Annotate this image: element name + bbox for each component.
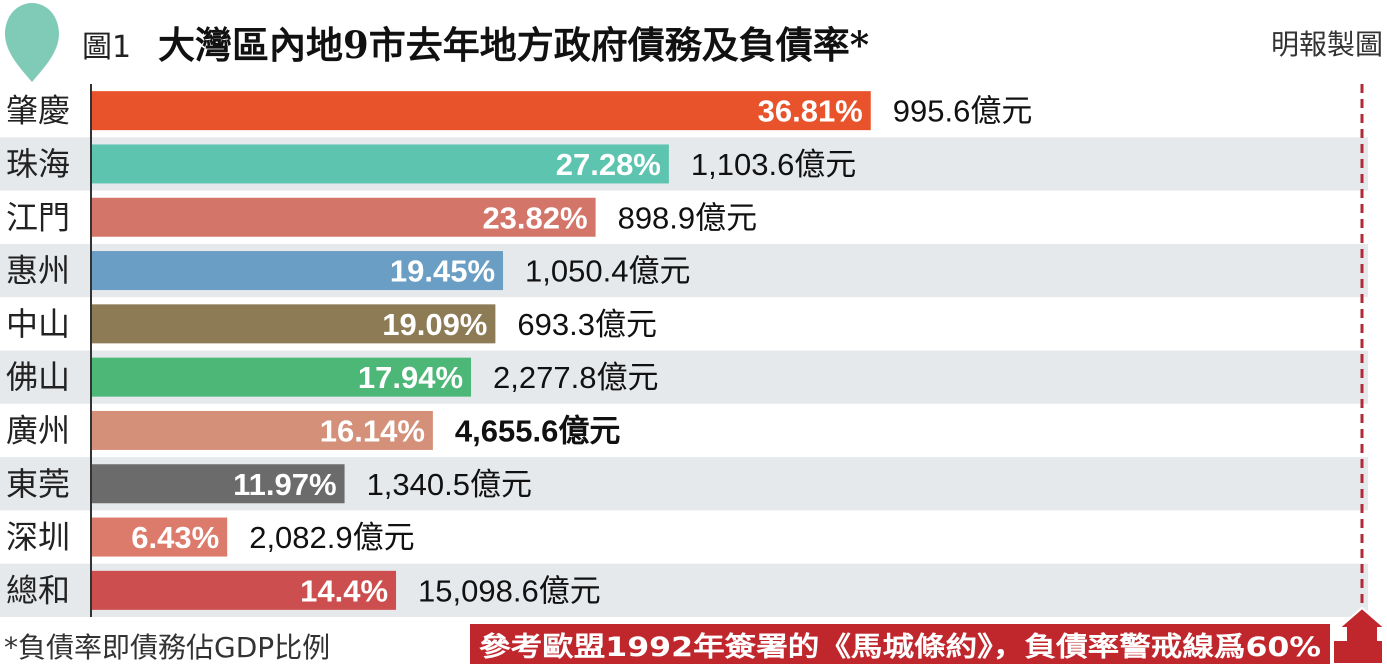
bar (91, 464, 345, 504)
bar (91, 410, 433, 450)
debt-label: 4,655.6億元 (455, 413, 620, 448)
debt-label: 898.9億元 (618, 200, 758, 235)
reference-note-text: 參考歐盟1992年簽署的《馬城條約》，負債率警戒線爲60% (479, 631, 1321, 663)
chart-title: 大灣區內地9市去年地方政府債務及負債率* (158, 23, 869, 67)
category-label: 江門 (6, 198, 70, 236)
debt-label: 1,103.6億元 (691, 147, 856, 182)
category-label: 中山 (6, 305, 70, 343)
debt-label: 995.6億元 (893, 94, 1033, 129)
figure-label: 圖1 (82, 30, 131, 65)
credit-label: 明報製圖 (1271, 28, 1383, 61)
bar-row: 總和 14.4% 15,098.6億元 (0, 563, 1368, 617)
bar-value-label: 27.28% (556, 147, 661, 182)
category-label: 總和 (6, 571, 70, 609)
bar (91, 197, 596, 237)
bar (91, 144, 669, 184)
bar-value-label: 19.09% (382, 307, 487, 342)
bar (91, 251, 504, 291)
header: 圖1 大灣區內地9市去年地方政府債務及負債率* 明報製圖 (5, 3, 1383, 82)
bar-row: 佛山 17.94% 2,277.8億元 (0, 350, 1368, 404)
bar-row: 肇慶 36.81% 995.6億元 (6, 91, 1033, 131)
category-label: 佛山 (6, 358, 70, 396)
reference-note: 參考歐盟1992年簽署的《馬城條約》，負債率警戒線爲60% (470, 624, 1330, 664)
category-label: 珠海 (6, 145, 70, 183)
debt-label: 1,340.5億元 (367, 467, 532, 502)
category-label: 惠州 (6, 252, 70, 290)
bar-row: 深圳 6.43% 2,082.9億元 (6, 517, 415, 557)
bar (91, 570, 397, 610)
bar (91, 357, 472, 397)
bar-value-label: 23.82% (482, 200, 587, 235)
debt-label: 2,277.8億元 (493, 360, 658, 395)
bar-value-label: 6.43% (131, 520, 219, 555)
category-label: 廣州 (6, 411, 70, 449)
bar-value-label: 19.45% (390, 254, 495, 289)
bar-value-label: 36.81% (758, 94, 863, 129)
reference-arrow-icon (1332, 606, 1387, 665)
bar-row: 惠州 19.45% 1,050.4億元 (0, 243, 1368, 298)
debt-label: 2,082.9億元 (249, 520, 414, 555)
bar (91, 91, 871, 131)
bar-value-label: 11.97% (233, 467, 336, 502)
bar-row: 珠海 27.28% 1,103.6億元 (0, 137, 1368, 191)
footnote: *負債率即債務佔GDP比例 (4, 631, 330, 664)
bar (91, 517, 228, 557)
category-label: 東莞 (6, 465, 70, 503)
category-label: 肇慶 (6, 92, 70, 130)
bar-value-label: 16.14% (320, 413, 425, 448)
bar-value-label: 14.4% (300, 573, 388, 608)
debt-label: 693.3億元 (517, 307, 657, 342)
bar-row: 東莞 11.97% 1,340.5億元 (0, 457, 1368, 511)
reference-note-box (470, 624, 1330, 664)
debt-label: 1,050.4億元 (525, 254, 690, 289)
category-label: 深圳 (6, 518, 70, 556)
bar-row: 江門 23.82% 898.9億元 (6, 197, 758, 237)
debt-label: 15,098.6億元 (418, 573, 601, 608)
bar (91, 304, 496, 344)
teardrop-icon (5, 3, 59, 82)
bar-value-label: 17.94% (358, 360, 463, 395)
bar-row: 廣州 16.14% 4,655.6億元 (6, 410, 620, 450)
bar-row: 中山 19.09% 693.3億元 (6, 304, 657, 344)
